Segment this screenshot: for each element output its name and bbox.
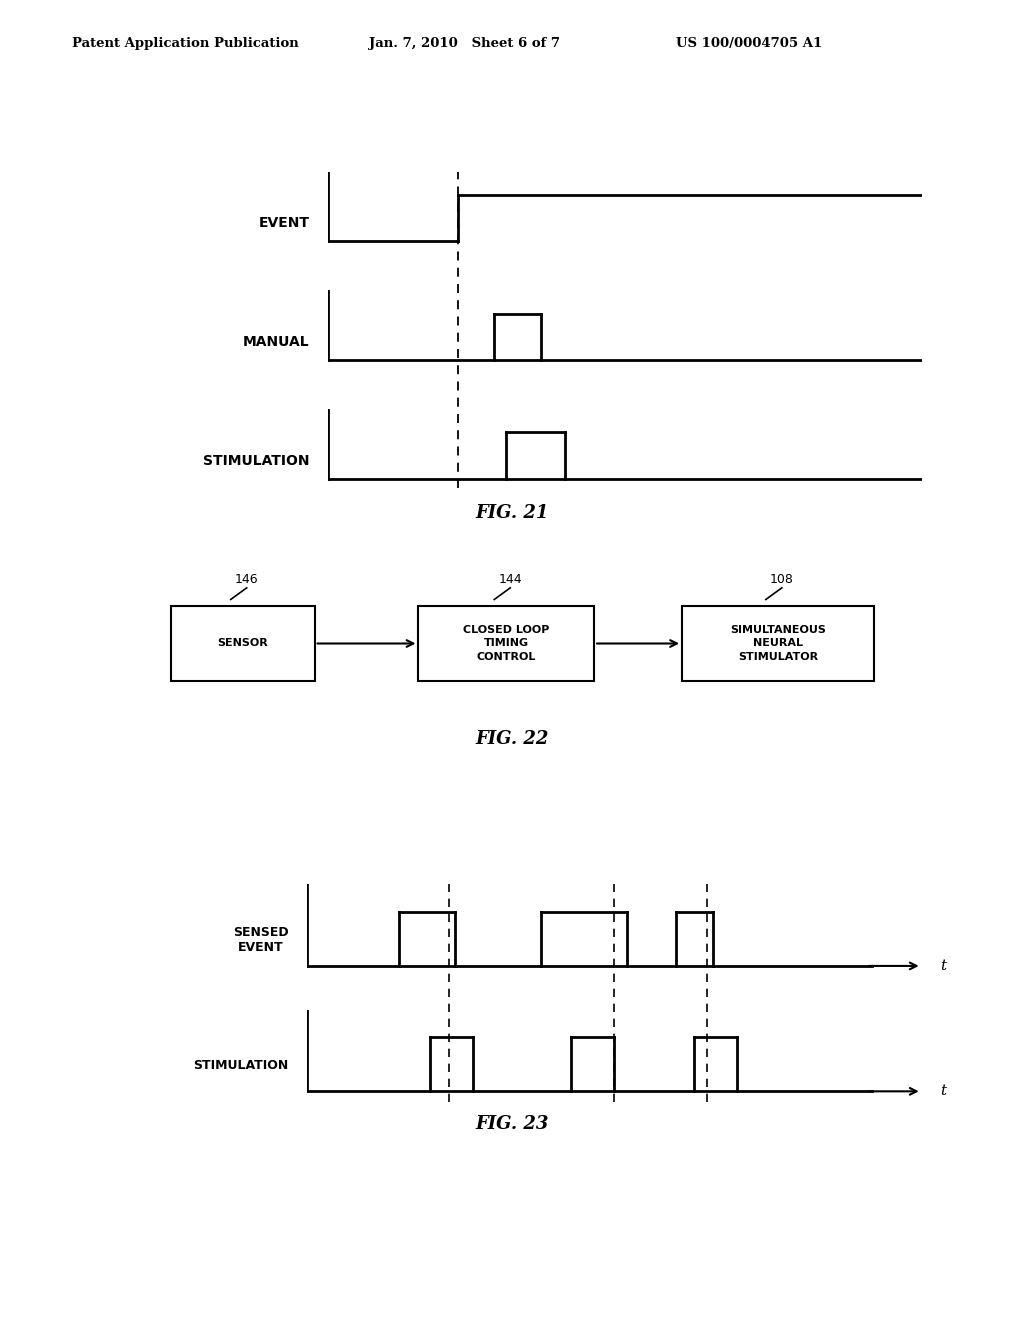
Text: Patent Application Publication: Patent Application Publication: [72, 37, 298, 50]
Text: STIMULATION: STIMULATION: [204, 454, 310, 467]
Text: MANUAL: MANUAL: [244, 335, 310, 348]
Text: t: t: [940, 1084, 946, 1098]
Text: SENSOR: SENSOR: [217, 639, 268, 648]
FancyBboxPatch shape: [171, 606, 314, 681]
Text: 146: 146: [234, 573, 258, 586]
Text: FIG. 22: FIG. 22: [475, 730, 549, 748]
Text: STIMULATION: STIMULATION: [194, 1059, 289, 1072]
FancyBboxPatch shape: [419, 606, 594, 681]
Text: SENSED
EVENT: SENSED EVENT: [233, 925, 289, 954]
Text: 108: 108: [770, 573, 794, 586]
Text: FIG. 23: FIG. 23: [475, 1115, 549, 1134]
Text: Jan. 7, 2010   Sheet 6 of 7: Jan. 7, 2010 Sheet 6 of 7: [369, 37, 560, 50]
Text: CLOSED LOOP
TIMING
CONTROL: CLOSED LOOP TIMING CONTROL: [463, 626, 550, 661]
FancyBboxPatch shape: [682, 606, 873, 681]
Text: t: t: [940, 958, 946, 973]
Text: SIMULTANEOUS
NEURAL
STIMULATOR: SIMULTANEOUS NEURAL STIMULATOR: [730, 626, 825, 661]
Text: EVENT: EVENT: [259, 216, 310, 230]
Text: FIG. 21: FIG. 21: [475, 504, 549, 523]
Text: US 100/0004705 A1: US 100/0004705 A1: [676, 37, 822, 50]
Text: 144: 144: [499, 573, 522, 586]
